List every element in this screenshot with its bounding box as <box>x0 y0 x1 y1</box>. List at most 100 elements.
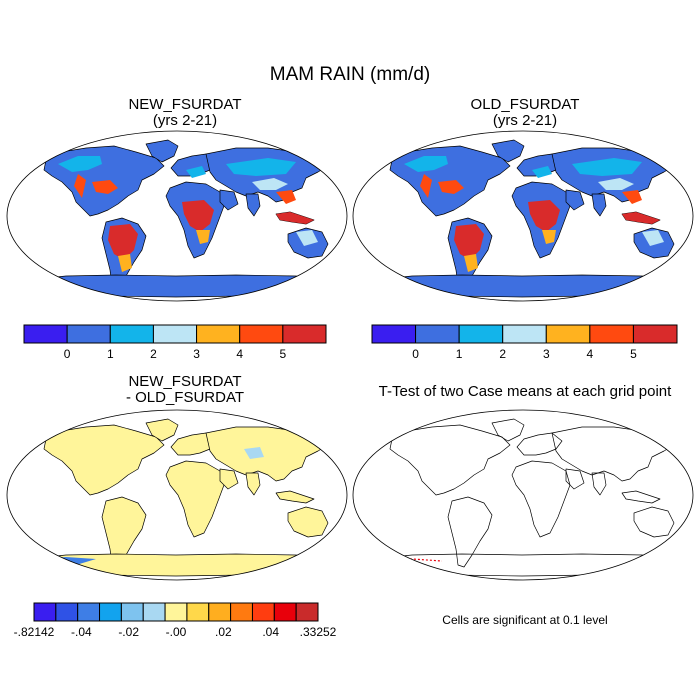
colorbar-tick-label: -.82142 <box>13 625 55 639</box>
rain-region <box>542 230 556 244</box>
colorbar-swatch <box>66 324 111 344</box>
map-border <box>6 409 348 581</box>
continent-na <box>389 424 511 496</box>
continent-indonesia <box>275 490 315 504</box>
continent-ant <box>27 553 327 577</box>
colorbar-swatch <box>239 324 284 344</box>
colorbar-tick-label: 5 <box>279 347 287 361</box>
rain-region <box>58 156 102 172</box>
colorbar-swatch <box>55 602 79 622</box>
colorbar-swatch <box>545 324 591 344</box>
map-border <box>6 130 348 302</box>
colorbar-swatch <box>23 324 68 344</box>
colorbar-swatch <box>77 602 101 622</box>
ocean <box>353 410 693 580</box>
colorbar-tick-label: .33252 <box>299 625 337 639</box>
rain-region <box>642 230 664 246</box>
map-border <box>352 409 694 581</box>
colorbar-tick-label: -.00 <box>165 625 187 639</box>
colorbar-tick-label: .04 <box>262 625 279 639</box>
colorbar-tick-label: .02 <box>214 625 232 639</box>
colorbar-swatch <box>502 324 547 344</box>
colorbar-tick-label: 2 <box>150 347 157 361</box>
colorbar-tick-label: 2 <box>499 347 507 361</box>
continent-arabia <box>219 468 239 490</box>
continent-indonesia <box>621 490 661 504</box>
colorbar-swatch <box>230 602 253 622</box>
colorbar-tick-label: -.02 <box>118 625 139 639</box>
continent-sa <box>447 496 493 568</box>
continent-india <box>245 472 261 496</box>
colorbar-tick-label: 4 <box>586 347 594 361</box>
rain-region <box>404 156 448 172</box>
colorbar-swatch <box>415 324 460 344</box>
colorbar-swatch <box>458 324 504 344</box>
panel-title-old-line1: OLD_FSURDAT <box>470 96 580 113</box>
colorbar-swatch <box>33 602 57 622</box>
colorbar-diff: -.82142 -.04 -.02 -.00 .02 .04 .33252 <box>14 602 336 643</box>
colorbar-tick-label: 1 <box>455 347 463 361</box>
colorbar-swatch <box>251 602 275 622</box>
colorbar-swatch <box>152 324 198 344</box>
rain-region <box>622 212 660 224</box>
continent-arabia <box>565 468 585 490</box>
colorbar-tick-label: 0 <box>412 347 419 361</box>
colorbar-swatch <box>120 602 144 622</box>
rain-region <box>196 230 210 244</box>
rain-region <box>276 190 296 204</box>
colorbar-swatch <box>99 602 122 622</box>
panel-title-diff-line1: NEW_FSURDAT <box>128 373 242 390</box>
continent-ant <box>373 274 673 298</box>
colorbar-swatch <box>142 602 166 622</box>
rain-region <box>226 158 296 176</box>
rain-region <box>438 180 464 194</box>
colorbar-swatch <box>164 602 188 622</box>
rain-region <box>420 174 432 198</box>
continent-arabia <box>565 189 585 211</box>
colorbar-swatch <box>295 602 319 622</box>
colorbar-old: 0 1 2 3 4 5 <box>371 324 678 365</box>
continent-greenland <box>145 418 179 442</box>
map-new <box>6 130 348 302</box>
panel-title-ttest: T-Test of two Case means at each grid po… <box>350 384 700 400</box>
colorbar-tick-label: 4 <box>236 347 244 361</box>
continent-greenland <box>491 418 525 442</box>
colorbar-new: 0 1 2 3 4 5 <box>23 324 327 365</box>
colorbar-swatch <box>589 324 634 344</box>
colorbar-tick-label: 0 <box>63 347 71 361</box>
colorbar-swatch <box>273 602 297 622</box>
continent-greenland <box>491 139 525 163</box>
continent-eur <box>516 432 563 456</box>
colorbar-tick-label: 3 <box>542 347 550 361</box>
continent-greenland <box>145 139 179 163</box>
continent-ant <box>27 274 327 298</box>
rain-region <box>108 224 138 260</box>
rain-region <box>454 224 484 260</box>
map-diff <box>6 409 348 581</box>
rain-region <box>598 178 634 190</box>
rain-region <box>296 230 318 246</box>
colorbar-tick-label: 1 <box>106 347 114 361</box>
diff-region <box>244 447 264 459</box>
map-old <box>352 130 694 302</box>
colorbar-swatch <box>208 602 232 622</box>
rain-region <box>74 174 86 198</box>
colorbar-tick-label: -.04 <box>70 625 92 639</box>
colorbar-tick-label: 3 <box>193 347 200 361</box>
rain-region <box>532 166 552 178</box>
rain-region <box>182 200 214 232</box>
colorbar-tick-label: 5 <box>630 347 637 361</box>
continent-india <box>591 193 607 217</box>
rain-region <box>572 158 642 176</box>
rain-region <box>622 190 642 204</box>
rain-region <box>186 166 206 178</box>
rain-region <box>276 212 314 224</box>
continent-india <box>245 193 261 217</box>
colorbar-swatch <box>632 324 678 344</box>
panel-title-new: NEW_FSURDAT (yrs 2-21) <box>20 97 350 129</box>
colorbar-swatch <box>282 324 327 344</box>
panel-title-new-line2: (yrs 2-21) <box>152 112 218 129</box>
colorbar-swatch <box>109 324 154 344</box>
panel-title-old-line2: (yrs 2-21) <box>492 112 558 129</box>
rain-region <box>92 180 118 194</box>
